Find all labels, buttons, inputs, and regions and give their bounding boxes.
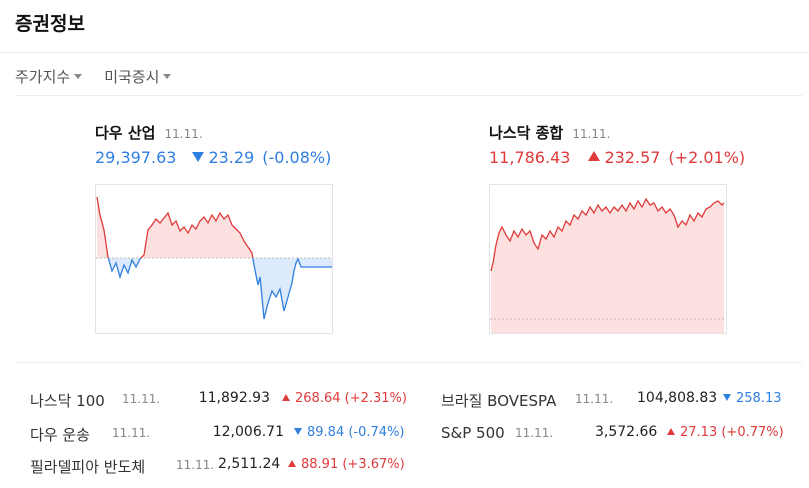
index-name: 나스닥 100 xyxy=(30,392,105,410)
index-change: 268.64 xyxy=(295,391,341,406)
arrow-down-icon xyxy=(294,428,302,435)
nasdaq-chart-svg xyxy=(490,197,726,333)
caret-down-icon xyxy=(163,74,172,79)
index-card-dow[interactable]: 다우 산업 11.11. 29,397.63 23.29 (-0.08%) xyxy=(95,122,335,167)
index-name: 브라질 BOVESPA xyxy=(441,392,557,410)
arrow-up-icon xyxy=(282,394,290,401)
index-price: 104,808.83 xyxy=(637,390,718,406)
arrow-down-icon xyxy=(723,394,731,401)
caret-down-icon xyxy=(74,74,83,79)
index-date: 11.11. xyxy=(122,392,161,406)
index-change-pct: (+0.77%) xyxy=(721,425,784,440)
arrow-up-icon xyxy=(588,151,601,161)
index-price: 2,511.24 xyxy=(218,456,281,472)
arrow-up-icon xyxy=(667,428,675,435)
index-change: 27.13 xyxy=(680,425,718,440)
divider xyxy=(0,52,809,53)
index-change-group: 89.84 (-0.74%) xyxy=(294,425,405,440)
index-price: 3,572.66 xyxy=(595,424,658,440)
index-change: 89.84 xyxy=(307,425,345,440)
index-change: 23.29 xyxy=(208,148,255,167)
list-item[interactable]: 나스닥 100 11.11. 11,892.93 268.64 (+2.31%) xyxy=(30,390,410,410)
index-change-group: 268.64 (+2.31%) xyxy=(282,391,407,406)
tab-index[interactable]: 주가지수 xyxy=(15,66,83,87)
index-date: 11.11. xyxy=(515,426,554,440)
list-item[interactable]: 다우 운송 11.11. 12,006.71 89.84 (-0.74%) xyxy=(30,424,410,444)
index-change: 258.13 xyxy=(736,391,782,406)
index-name: S&P 500 xyxy=(441,424,505,442)
index-change-group: 88.91 (+3.67%) xyxy=(288,457,405,472)
index-price: 11,786.43 xyxy=(489,148,571,167)
index-name: 필라델피아 반도체 xyxy=(30,458,146,476)
index-price: 12,006.71 xyxy=(212,424,284,440)
index-change: 232.57 xyxy=(604,148,661,167)
index-change-pct: (+2.01%) xyxy=(668,148,746,167)
index-change-group: 27.13 (+0.77%) xyxy=(667,425,784,440)
list-item[interactable]: 브라질 BOVESPA 11.11. 104,808.83 258.13 xyxy=(441,390,801,410)
index-date: 11.11. xyxy=(572,127,611,141)
index-card-nasdaq[interactable]: 나스닥 종합 11.11. 11,786.43 232.57 (+2.01%) xyxy=(489,122,749,167)
index-name: 다우 운송 xyxy=(30,426,90,444)
index-change-pct: (+2.31%) xyxy=(344,391,407,406)
index-price: 11,892.93 xyxy=(198,390,270,406)
index-change: 88.91 xyxy=(301,457,339,472)
index-change-pct: (-0.08%) xyxy=(262,148,332,167)
index-name: 나스닥 종합 xyxy=(489,124,564,142)
tab-us-market-label: 미국증시 xyxy=(104,68,160,86)
divider xyxy=(15,95,802,96)
index-date: 11.11. xyxy=(176,458,215,472)
tab-index-label: 주가지수 xyxy=(15,68,71,86)
divider xyxy=(15,362,802,363)
index-price: 29,397.63 xyxy=(95,148,177,167)
nasdaq-line xyxy=(490,197,725,272)
index-date: 11.11. xyxy=(164,127,203,141)
dow-line-up xyxy=(96,196,299,258)
index-date: 11.11. xyxy=(575,392,614,406)
list-item[interactable]: 필라델피아 반도체 11.11. 2,511.24 88.91 (+3.67%) xyxy=(30,456,410,476)
dow-line-down xyxy=(107,258,332,320)
dow-intraday-chart xyxy=(95,184,333,334)
index-change-pct: (-0.74%) xyxy=(348,425,405,440)
dow-area-up xyxy=(97,197,332,258)
nasdaq-intraday-chart xyxy=(489,184,727,334)
page-title: 증권정보 xyxy=(15,13,85,35)
dow-area-down xyxy=(97,258,332,319)
index-date: 11.11. xyxy=(112,426,151,440)
tab-us-market[interactable]: 미국증시 xyxy=(104,66,172,87)
index-change-group: 258.13 xyxy=(723,391,782,406)
index-change-pct: (+3.67%) xyxy=(342,457,405,472)
list-item[interactable]: S&P 500 11.11. 3,572.66 27.13 (+0.77%) xyxy=(441,424,801,444)
arrow-up-icon xyxy=(288,460,296,467)
market-tabs: 주가지수 미국증시 xyxy=(15,66,172,87)
dow-chart-svg xyxy=(96,196,332,320)
index-name: 다우 산업 xyxy=(95,124,156,142)
arrow-down-icon xyxy=(192,152,205,162)
